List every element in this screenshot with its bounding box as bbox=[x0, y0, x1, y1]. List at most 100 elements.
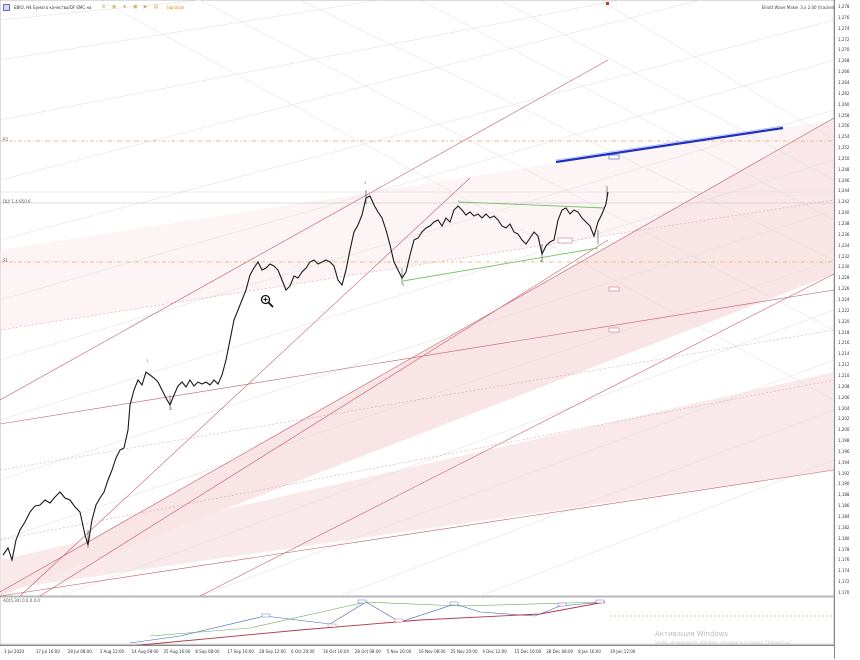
price-tag-red-2[interactable] bbox=[608, 286, 620, 292]
wave-label-4: 4 bbox=[402, 283, 405, 287]
time-axis[interactable]: 3 Jul 2020 17 Jul 16:00 28 Jul 08:00 3 Aug … bbox=[0, 645, 834, 660]
target-line[interactable] bbox=[555, 126, 784, 164]
price-scale-label: 1,186 bbox=[838, 503, 850, 509]
price-scale-label: 1,188 bbox=[838, 492, 850, 498]
price-tag-blue[interactable] bbox=[608, 154, 620, 160]
price-scale-label: 1,250 bbox=[838, 155, 850, 161]
price-scale-label: 1,220 bbox=[838, 318, 850, 324]
channel-dash-1 bbox=[0, 199, 835, 331]
channel-dash-3 bbox=[0, 379, 835, 541]
wave-markers: 1 2 3 4 5 a bbox=[146, 181, 542, 411]
price-scale-label: 1,190 bbox=[838, 481, 850, 487]
price-scale-label: 1,274 bbox=[838, 25, 850, 31]
time-axis-label: 28 Sep 12:00 bbox=[259, 649, 286, 654]
price-scale-label: 1,226 bbox=[838, 286, 850, 292]
price-scale-label: 1,176 bbox=[838, 557, 850, 563]
price-scale-label: 1,180 bbox=[838, 535, 850, 541]
time-axis-label: 8 Jan 16:00 bbox=[578, 649, 601, 654]
price-scale-label: 1,246 bbox=[838, 177, 850, 183]
price-scale-label: 1,192 bbox=[838, 470, 850, 476]
price-scale-label: 1,256 bbox=[838, 123, 850, 129]
wave-label-3: 3 bbox=[364, 181, 366, 185]
price-scale-label: 1,182 bbox=[838, 524, 850, 530]
time-axis-label: 3 Aug 12:00 bbox=[99, 649, 125, 654]
time-axis-label: 28 Jul 08:00 bbox=[67, 649, 92, 654]
channel-dash-2 bbox=[0, 329, 835, 471]
price-scale-label: 1,240 bbox=[838, 210, 850, 216]
price-scale[interactable]: 1,278 1,276 1,274 1,272 1,270 1,268 1,266 1,264… bbox=[834, 0, 860, 659]
chart-header: EBIO, H4 Бумага качества/DF EMC на ⚙ ◉ ★… bbox=[3, 2, 184, 12]
settings-icon[interactable]: ⚙ bbox=[101, 4, 106, 10]
price-tag-red-1[interactable] bbox=[557, 237, 573, 244]
price-scale-label: 1,252 bbox=[838, 145, 850, 151]
time-axis-label: 4 Dec 12:00 bbox=[482, 649, 507, 654]
windows-activation-title: Активация Windows bbox=[655, 630, 729, 638]
target-line-highlight bbox=[555, 125, 784, 161]
price-scale-label: 1,276 bbox=[838, 14, 850, 20]
price-scale-label: 1,178 bbox=[838, 546, 850, 552]
price-scale-label: 1,272 bbox=[838, 36, 850, 42]
star-icon[interactable]: ★ bbox=[122, 4, 127, 10]
lock-icon[interactable]: ▣ bbox=[132, 4, 138, 10]
time-axis-label: 17 Sep 16:00 bbox=[227, 649, 254, 654]
price-scale-label: 1,254 bbox=[838, 134, 850, 140]
time-axis-label: 6 Oct 20:00 bbox=[291, 649, 315, 654]
price-scale-label: 1,270 bbox=[838, 47, 850, 53]
price-scale-label: 1,212 bbox=[838, 362, 850, 368]
sub-trend-red bbox=[129, 601, 606, 647]
price-series[interactable] bbox=[2, 191, 609, 563]
price-scale-label: 1,172 bbox=[838, 579, 850, 585]
price-scale-label: 1,206 bbox=[838, 394, 850, 400]
eye-icon[interactable]: ◉ bbox=[112, 4, 117, 10]
price-scale-label: 1,194 bbox=[838, 459, 850, 465]
price-scale-label: 1,202 bbox=[838, 416, 850, 422]
zoom-cursor-icon bbox=[260, 294, 274, 308]
price-tag-red-3[interactable] bbox=[608, 327, 620, 333]
subwindow-area[interactable] bbox=[0, 596, 835, 646]
wave-label-5: 5 bbox=[458, 200, 460, 204]
wave-label-2: 2 bbox=[170, 407, 172, 411]
price-scale-label: 1,184 bbox=[838, 514, 850, 520]
windows-activation-subtitle: Чтобы активировать Windows, перейдите в … bbox=[655, 640, 794, 645]
sub-tags bbox=[261, 599, 605, 628]
price-scale-label: 1,216 bbox=[838, 340, 850, 346]
price-scale-label: 1,232 bbox=[838, 253, 850, 259]
price-scale-label: 1,174 bbox=[838, 568, 850, 574]
price-scale-label: 1,262 bbox=[838, 90, 850, 96]
chart-icon[interactable]: ▤ bbox=[153, 4, 159, 10]
price-scale-label: 1,210 bbox=[838, 372, 850, 378]
price-scale-label: 1,200 bbox=[838, 427, 850, 433]
symbol-icon[interactable] bbox=[3, 3, 10, 11]
header-icons: ⚙ ◉ ★ ▣ ▶ ▤ bbox=[102, 4, 159, 10]
price-scale-label: 1,228 bbox=[838, 275, 850, 281]
price-scale-label: 1,278 bbox=[838, 4, 850, 9]
candle-wicks bbox=[87, 186, 608, 548]
time-axis-label: 25 Aug 16:00 bbox=[163, 649, 191, 654]
time-axis-label: 28 Dec 08:00 bbox=[546, 649, 574, 654]
price-scale-label: 1,260 bbox=[838, 101, 850, 107]
chart-shift-marker[interactable] bbox=[606, 2, 609, 5]
time-axis-label: 16 Nov 08:00 bbox=[418, 649, 446, 654]
level-label-mid: DLY 1.4 850.6 bbox=[3, 199, 31, 204]
price-scale-label: 1,234 bbox=[838, 242, 850, 248]
price-scale-label: 1,224 bbox=[838, 297, 850, 302]
time-axis-label: 25 Nov 20:00 bbox=[450, 649, 478, 654]
price-scale-label: 1,244 bbox=[838, 188, 850, 194]
play-icon[interactable]: ▶ bbox=[143, 4, 148, 10]
level-label-lower: S1 bbox=[3, 258, 9, 263]
wave-label-a: a bbox=[540, 259, 542, 263]
level-label-top: R1 bbox=[3, 137, 9, 142]
price-scale-label: 1,248 bbox=[838, 166, 850, 172]
time-axis-label: 15 Dec 16:00 bbox=[514, 649, 542, 654]
time-axis-label: 28 Oct 08:00 bbox=[354, 649, 381, 654]
price-scale-label: 1,204 bbox=[838, 405, 850, 411]
price-scale-label: 1,236 bbox=[838, 231, 850, 237]
price-scale-label: 1,258 bbox=[838, 112, 850, 118]
price-scale-label: 1,170 bbox=[838, 590, 850, 595]
time-axis-label: 19 Jan 12:00 bbox=[610, 649, 636, 654]
wave-support-lines bbox=[402, 201, 606, 282]
lower-channel-fill bbox=[0, 372, 834, 590]
price-scale-label: 1,242 bbox=[838, 199, 850, 205]
price-scale-label: 1,198 bbox=[838, 438, 850, 444]
